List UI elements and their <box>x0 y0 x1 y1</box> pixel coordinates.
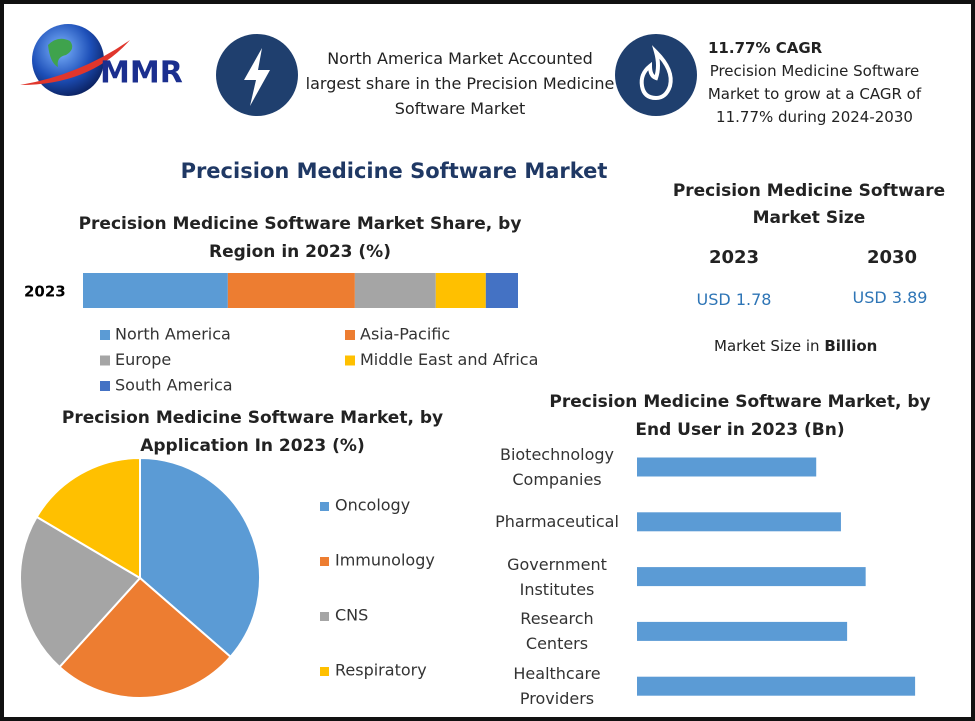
legend-label: North America <box>115 325 231 344</box>
legend-label: Asia-Pacific <box>360 325 450 344</box>
bar <box>637 457 817 477</box>
legend-swatch <box>320 612 329 621</box>
legend-swatch <box>345 330 355 340</box>
bolt-icon <box>216 34 298 116</box>
bar-segment <box>435 273 486 308</box>
bar <box>637 512 841 532</box>
legend-swatch <box>100 330 110 340</box>
size-year: 2030 <box>866 247 918 268</box>
bar-segment <box>227 273 355 308</box>
legend-label: South America <box>115 376 233 395</box>
legend-swatch <box>320 502 329 511</box>
chart-title: Precision Medicine Software Market Share… <box>78 214 522 262</box>
legend-label: Immunology <box>335 551 435 570</box>
size-note: Market Size in Billion <box>714 337 877 355</box>
fire-icon <box>615 34 697 116</box>
logo-globe <box>20 24 130 96</box>
size-year: 2023 <box>708 247 760 268</box>
frame: MMR 2023 North America Asia-Pacific Europe M… <box>4 4 971 717</box>
legend-swatch <box>100 355 110 366</box>
size-note-unit: Billion <box>824 337 878 355</box>
main-title: Precision Medicine Software Market <box>180 159 608 183</box>
legend-swatch <box>345 355 355 366</box>
pie-slice <box>58 576 232 699</box>
category-label: Research Centers <box>520 609 594 654</box>
legend-label: CNS <box>335 606 368 625</box>
legend-label: Oncology <box>335 496 410 515</box>
legend-swatch <box>320 557 329 566</box>
category-label: Government Institutes <box>507 554 607 599</box>
size-value: USD 3.89 <box>852 288 928 307</box>
bar <box>637 676 916 696</box>
category-label: Pharmaceutical <box>495 512 619 532</box>
bar-segment <box>485 273 518 308</box>
cagr-title: 11.77% CAGR <box>708 39 823 57</box>
pie-slice <box>19 515 142 669</box>
legend-label: Respiratory <box>335 661 427 680</box>
legend-swatch <box>100 381 110 391</box>
category-label: 2023 <box>24 283 66 301</box>
bar <box>637 567 866 587</box>
chart-title: Precision Medicine Software Market, by E… <box>549 392 931 440</box>
bar-segment <box>83 273 228 308</box>
cagr-text: Precision Medicine Software Market to gr… <box>707 62 922 126</box>
size-title: Precision Medicine Software Market Size <box>672 181 946 228</box>
bar-segment <box>354 273 436 308</box>
chart-title: Precision Medicine Software Market, by A… <box>61 408 444 456</box>
pie-slice <box>35 456 141 580</box>
size-note-text: Market Size in <box>714 337 820 355</box>
legend-swatch <box>320 667 329 676</box>
pie-slice <box>139 456 261 659</box>
artwork: MMR 2023 North America Asia-Pacific Europe M… <box>19 24 916 699</box>
logo-text: MMR <box>100 56 183 91</box>
highlight-text: North America Market Accounted largest s… <box>305 49 615 118</box>
legend-label: Europe <box>115 350 171 369</box>
category-label: Healthcare Providers <box>513 664 601 709</box>
legend-label: Middle East and Africa <box>360 350 538 369</box>
category-label: Biotechnology Companies <box>499 445 615 489</box>
size-value: USD 1.78 <box>696 290 772 309</box>
bar <box>637 621 848 641</box>
